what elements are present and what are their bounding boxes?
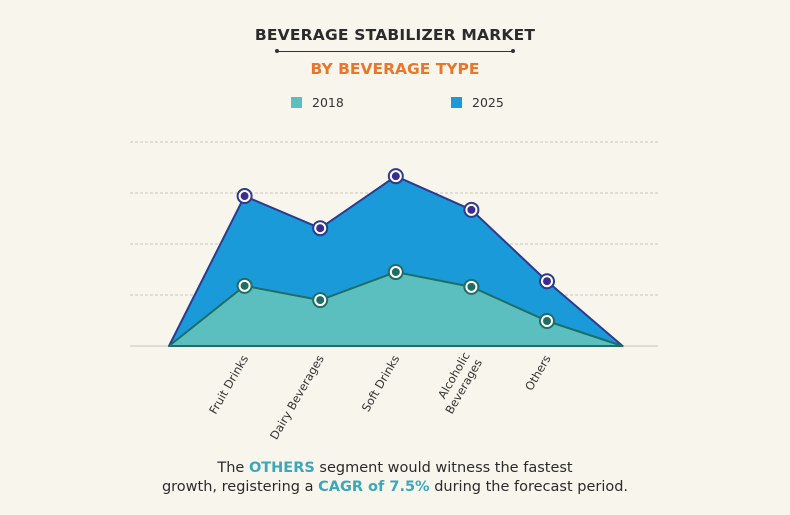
marker-2018-others	[539, 313, 555, 330]
legend-swatch-2018	[291, 97, 302, 108]
series-areas	[168, 175, 624, 347]
footnote: The OTHERS segment would witness the fas…	[0, 459, 790, 497]
marker-2018-dairy-beverages	[312, 292, 329, 309]
x-tick-label: Fruit Drinks	[206, 352, 251, 416]
marker-2025-soft-drinks	[387, 168, 404, 185]
marker-2018-alcoholic-beverages	[463, 278, 480, 295]
chart-subtitle: BY BEVERAGE TYPE	[310, 60, 480, 78]
marker-2025-fruit-drinks	[236, 188, 253, 205]
marker-dot	[240, 192, 249, 201]
chart-title: BEVERAGE STABILIZER MARKET	[254, 26, 536, 44]
footnote-text: during the forecast period.	[429, 479, 629, 495]
marker-2025-alcoholic-beverages	[463, 201, 480, 218]
marker-dot	[467, 282, 476, 291]
marker-2018-fruit-drinks	[236, 277, 253, 294]
marker-dot	[543, 277, 551, 286]
area-2018	[168, 271, 624, 347]
legend-item-2018: 2018	[291, 95, 344, 110]
legend-swatch-2025	[451, 97, 462, 108]
marker-dot	[391, 172, 400, 181]
marker-dot	[391, 268, 400, 277]
marker-dot	[316, 296, 325, 305]
footnote-highlight-others: OTHERS	[248, 460, 315, 476]
marker-dot	[543, 317, 551, 326]
title-divider	[275, 49, 515, 53]
footnote-text: segment would witness the fastest	[314, 460, 573, 476]
series-markers	[236, 168, 555, 330]
marker-dot	[467, 205, 476, 214]
marker-2018-soft-drinks	[387, 264, 404, 281]
x-tick-label: AlcoholicBeverages	[430, 350, 485, 417]
legend-label-2018: 2018	[312, 95, 344, 110]
marker-dot	[240, 281, 249, 290]
footnote-text: The	[217, 460, 249, 476]
x-tick-label: Others	[522, 353, 553, 393]
footnote-text: growth, registering a	[161, 479, 319, 495]
x-tick-label: Soft Drinks	[359, 353, 403, 415]
marker-2025-dairy-beverages	[312, 220, 329, 237]
footnote-highlight-cagr: CAGR of 7.5%	[318, 479, 430, 495]
marker-2025-others	[539, 273, 555, 290]
marker-dot	[316, 224, 325, 233]
legend-item-2025: 2025	[451, 95, 504, 110]
x-axis-labels: Fruit Drinks Dairy Beverages Soft Drinks Al…	[206, 350, 553, 443]
legend-label-2025: 2025	[472, 95, 504, 110]
x-tick-label: Dairy Beverages	[267, 352, 327, 442]
